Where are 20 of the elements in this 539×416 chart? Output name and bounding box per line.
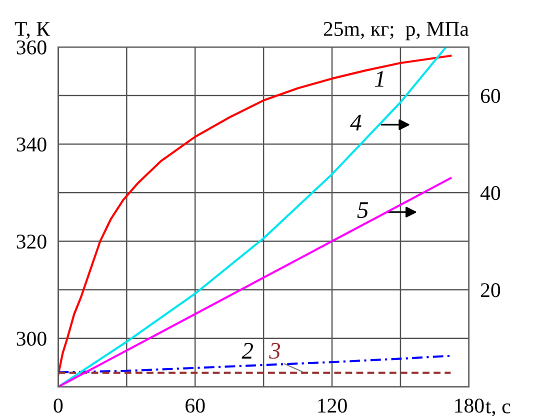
- x-tick-label: 0: [54, 398, 63, 413]
- y2-tick-label: 60: [480, 88, 500, 103]
- series-label: 4: [350, 114, 362, 130]
- series-label: 1: [374, 71, 384, 87]
- series-label: 5: [357, 202, 368, 218]
- line-series: [58, 177, 452, 387]
- x-tick-label: 120: [318, 398, 347, 413]
- series-label: 2: [242, 342, 253, 359]
- x-axis-title: t, с: [486, 402, 510, 416]
- y-tick-label: 320: [16, 234, 46, 249]
- series-label: 3: [269, 342, 280, 359]
- x-tick-label: 60: [186, 398, 205, 413]
- y-tick-label: 340: [16, 137, 46, 152]
- y2-tick-label: 20: [480, 283, 500, 298]
- x-tick-label: 180: [455, 398, 484, 413]
- y2-axis-title: 25m, кг; p, МПа: [324, 22, 469, 40]
- y2-tick-label: 40: [480, 186, 500, 200]
- y-axis-title: T, К: [14, 22, 50, 39]
- y-tick-label: 360: [16, 40, 46, 54]
- y-tick-label: 300: [16, 332, 46, 346]
